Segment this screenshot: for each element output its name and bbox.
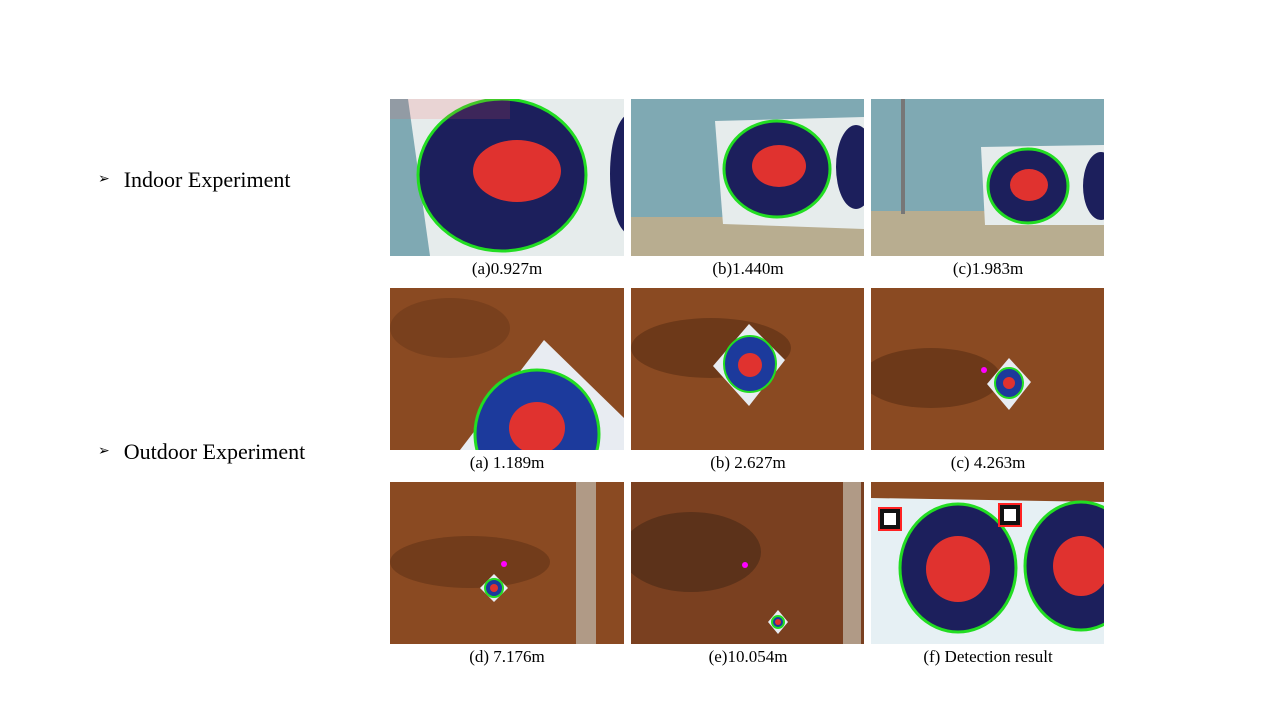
outdoor-caption-e: (e)10.054m	[708, 647, 788, 666]
outdoor-photo-e	[631, 482, 864, 644]
outdoor-caption-a: (a) 1.189m	[469, 453, 545, 472]
indoor-photo-a	[390, 99, 624, 256]
outdoor-photo-c	[871, 288, 1104, 450]
outdoor-photo-a	[390, 288, 624, 450]
indoor-caption-a: (a)0.927m	[471, 259, 543, 278]
outdoor-caption-f: (f) Detection result	[923, 647, 1053, 666]
outdoor-photo-f	[871, 482, 1104, 644]
bullet-outdoor: ➢ Outdoor Experiment	[98, 439, 305, 465]
outdoor-caption-b: (b) 2.627m	[710, 453, 786, 472]
bullet-indoor: ➢ Indoor Experiment	[98, 167, 291, 193]
indoor-photo-b	[631, 99, 864, 256]
arrow-bullet-icon: ➢	[98, 171, 110, 187]
indoor-caption-b: (b)1.440m	[712, 259, 784, 278]
arrow-bullet-icon: ➢	[98, 443, 110, 459]
outdoor-caption-d: (d) 7.176m	[469, 647, 545, 666]
bullet-indoor-label: Indoor Experiment	[123, 167, 291, 192]
outdoor-caption-c: (c) 4.263m	[950, 453, 1026, 472]
bullet-outdoor-label: Outdoor Experiment	[123, 439, 306, 464]
outdoor-photo-b	[631, 288, 864, 450]
indoor-caption-c: (c)1.983m	[952, 259, 1024, 278]
outdoor-photo-d	[390, 482, 624, 644]
indoor-photo-c	[871, 99, 1104, 256]
